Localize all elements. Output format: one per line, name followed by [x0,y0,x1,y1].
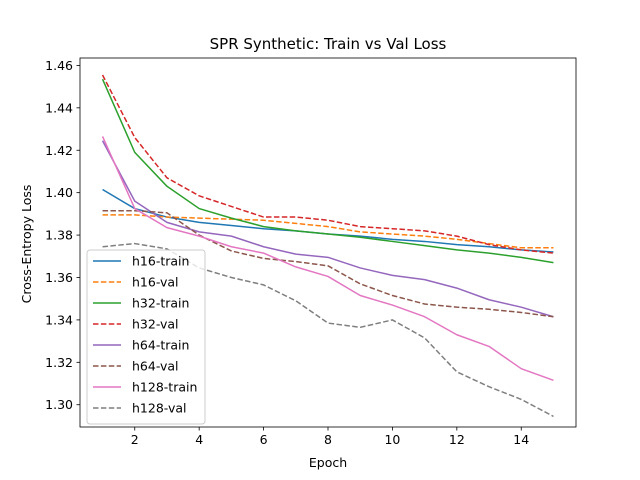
series-line-h64-train [101,140,554,318]
y-tick-label: 1.42 [45,143,73,158]
series-line-h128-train [101,136,554,382]
y-tick-label: 1.36 [45,270,73,285]
legend: h16-train h16-val h32-train h32-val h64-trai… [86,249,206,425]
y-axis-label: Cross-Entropy Loss [19,185,34,304]
legend-label-h128-train: h128-train [132,380,197,395]
y-tick-label: 1.30 [45,397,73,412]
series-line-h16-val [102,214,554,249]
x-tick-label: 2 [131,432,139,447]
legend-label-h32-train: h32-train [132,296,189,311]
legend-label-h64-train: h64-train [132,338,189,353]
x-tick-label: 14 [513,432,529,447]
x-tick-label: 4 [195,432,203,447]
x-axis-label: Epoch [309,455,347,470]
chart-title: SPR Synthetic: Train vs Val Loss [210,35,447,53]
axis-ticks: 2 4 6 8 10 12 14 1.30 1.32 1.34 1.36 1.38 1.40 1.42 1.… [45,58,529,447]
y-tick-label: 1.44 [45,100,73,115]
x-tick-label: 6 [260,432,268,447]
y-tick-label: 1.34 [45,312,73,327]
legend-label-h16-train: h16-train [132,254,189,269]
legend-label-h64-val: h64-val [132,359,179,374]
series-line-h32-val [101,74,554,254]
x-tick-label: 12 [449,432,465,447]
y-tick-label: 1.32 [45,355,73,370]
series-line-h64-val [102,209,554,318]
legend-box [86,249,206,425]
y-tick-label: 1.40 [45,185,73,200]
y-tick-label: 1.46 [45,58,73,73]
y-tick-label: 1.38 [45,228,73,243]
x-tick-label: 10 [384,432,400,447]
legend-label-h128-val: h128-val [132,401,187,416]
legend-label-h16-val: h16-val [132,275,179,290]
series-line-h32-train [101,78,554,264]
x-tick-label: 8 [324,432,332,447]
legend-label-h32-val: h32-val [132,317,179,332]
